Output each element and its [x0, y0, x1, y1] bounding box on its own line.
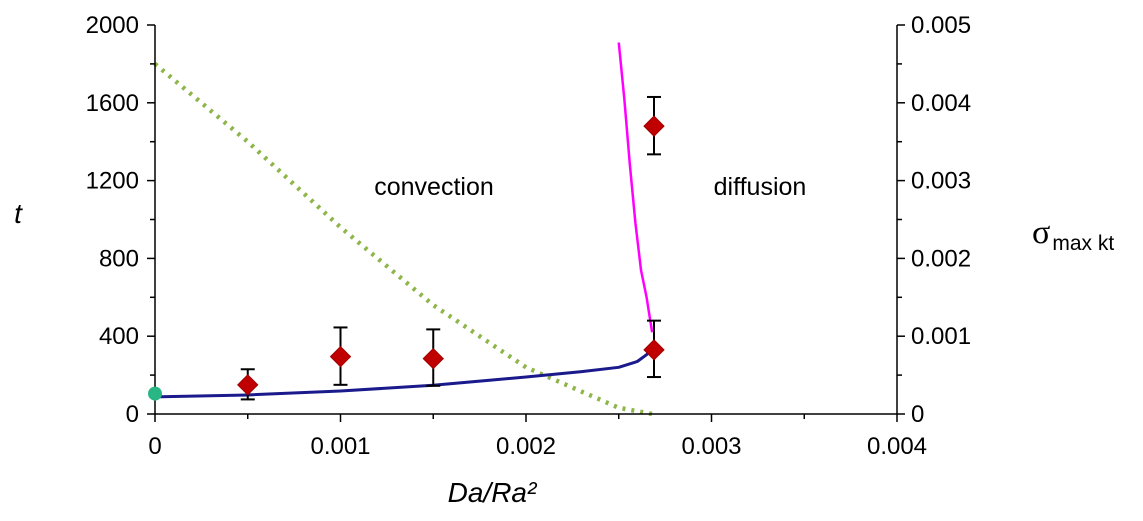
y2-tick-label: 0.003: [911, 168, 971, 195]
green-dotted-series: [153, 62, 653, 417]
y2-tick-label: 0.005: [911, 12, 971, 39]
y-axis-title: t: [14, 198, 23, 229]
y2-axis-title: σmax kt: [1032, 214, 1114, 255]
magenta-curve-line: [617, 42, 654, 333]
measured-point: [422, 347, 444, 370]
x-axis-title: Da/Ra²: [448, 477, 538, 508]
y-tick-label: 1600: [86, 90, 139, 117]
measured-point: [643, 339, 665, 361]
measured-point: [643, 115, 665, 137]
tick-labels: 0 400 800 1200 1600 2000 0 0.001 0.002 0.003 0.004…: [86, 12, 971, 460]
y-tick-label: 2000: [86, 12, 139, 39]
blue-curve-line: [154, 342, 657, 399]
y2-axis-subscript: max kt: [1052, 232, 1114, 255]
x-tick-label: 0.001: [310, 433, 370, 460]
annotation-convection: convection: [374, 173, 494, 201]
y2-tick-label: 0.002: [911, 245, 971, 272]
y-tick-label: 800: [99, 245, 139, 272]
y2-tick-label: 0.001: [911, 323, 971, 350]
x-tick-label: 0.002: [496, 433, 556, 460]
axes: [147, 24, 905, 422]
x-tick-label: 0.003: [681, 433, 741, 460]
x-tick-label: 0: [148, 433, 161, 460]
green-dotted-line: [153, 62, 653, 417]
x-tick-label: 0.004: [867, 433, 927, 460]
annotation-diffusion: diffusion: [714, 173, 807, 201]
y2-tick-label: 0: [911, 401, 924, 428]
y-tick-label: 0: [126, 401, 139, 428]
y2-axis-symbol: σ: [1032, 214, 1050, 251]
y2-tick-label: 0.004: [911, 90, 971, 117]
error-bars: [240, 95, 661, 401]
measured-point: [237, 374, 259, 396]
blue-curve-series: [154, 342, 657, 399]
y-tick-label: 400: [99, 323, 139, 350]
measured-points: [148, 115, 665, 401]
y-tick-label: 1200: [86, 168, 139, 195]
teal-point: [148, 386, 162, 401]
measured-point: [329, 345, 352, 368]
magenta-curve-series: [617, 42, 654, 333]
